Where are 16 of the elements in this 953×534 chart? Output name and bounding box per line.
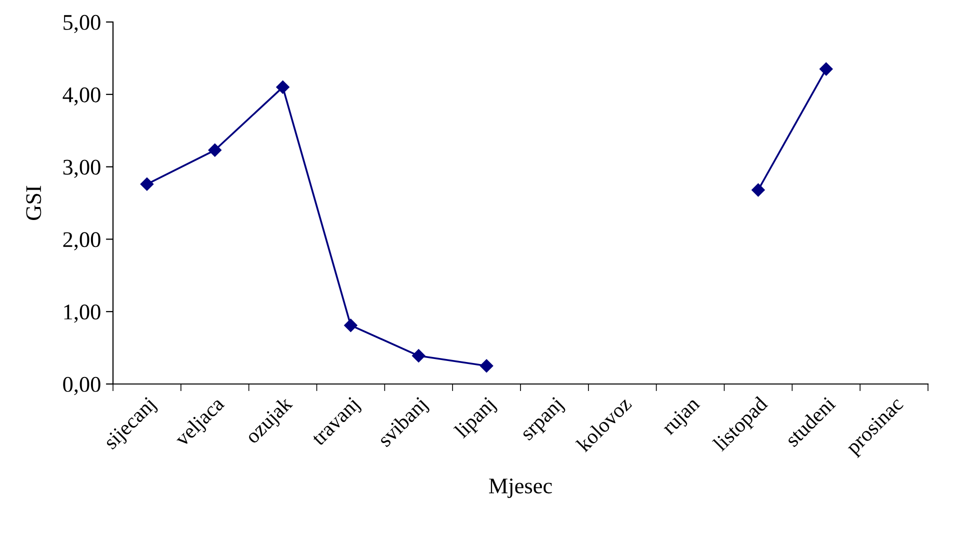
point: [276, 80, 290, 94]
x-axis-title: Mjesec: [489, 478, 552, 498]
point: [820, 62, 833, 76]
point: [752, 183, 765, 197]
point: [344, 318, 358, 332]
point: [208, 144, 222, 157]
y-tick-label: 1,00: [64, 304, 100, 323]
y-tick-label: 2,00: [63, 232, 100, 250]
y-axis-title: GSI: [26, 186, 42, 220]
point: [140, 178, 154, 191]
point: [412, 349, 426, 362]
y-tick-label: 4,00: [62, 87, 100, 106]
point: [480, 359, 494, 372]
y-tick-label: 5,00: [64, 14, 100, 34]
y-tick-label: 3,00: [63, 160, 100, 178]
y-tick-label: 0,00: [63, 376, 100, 396]
